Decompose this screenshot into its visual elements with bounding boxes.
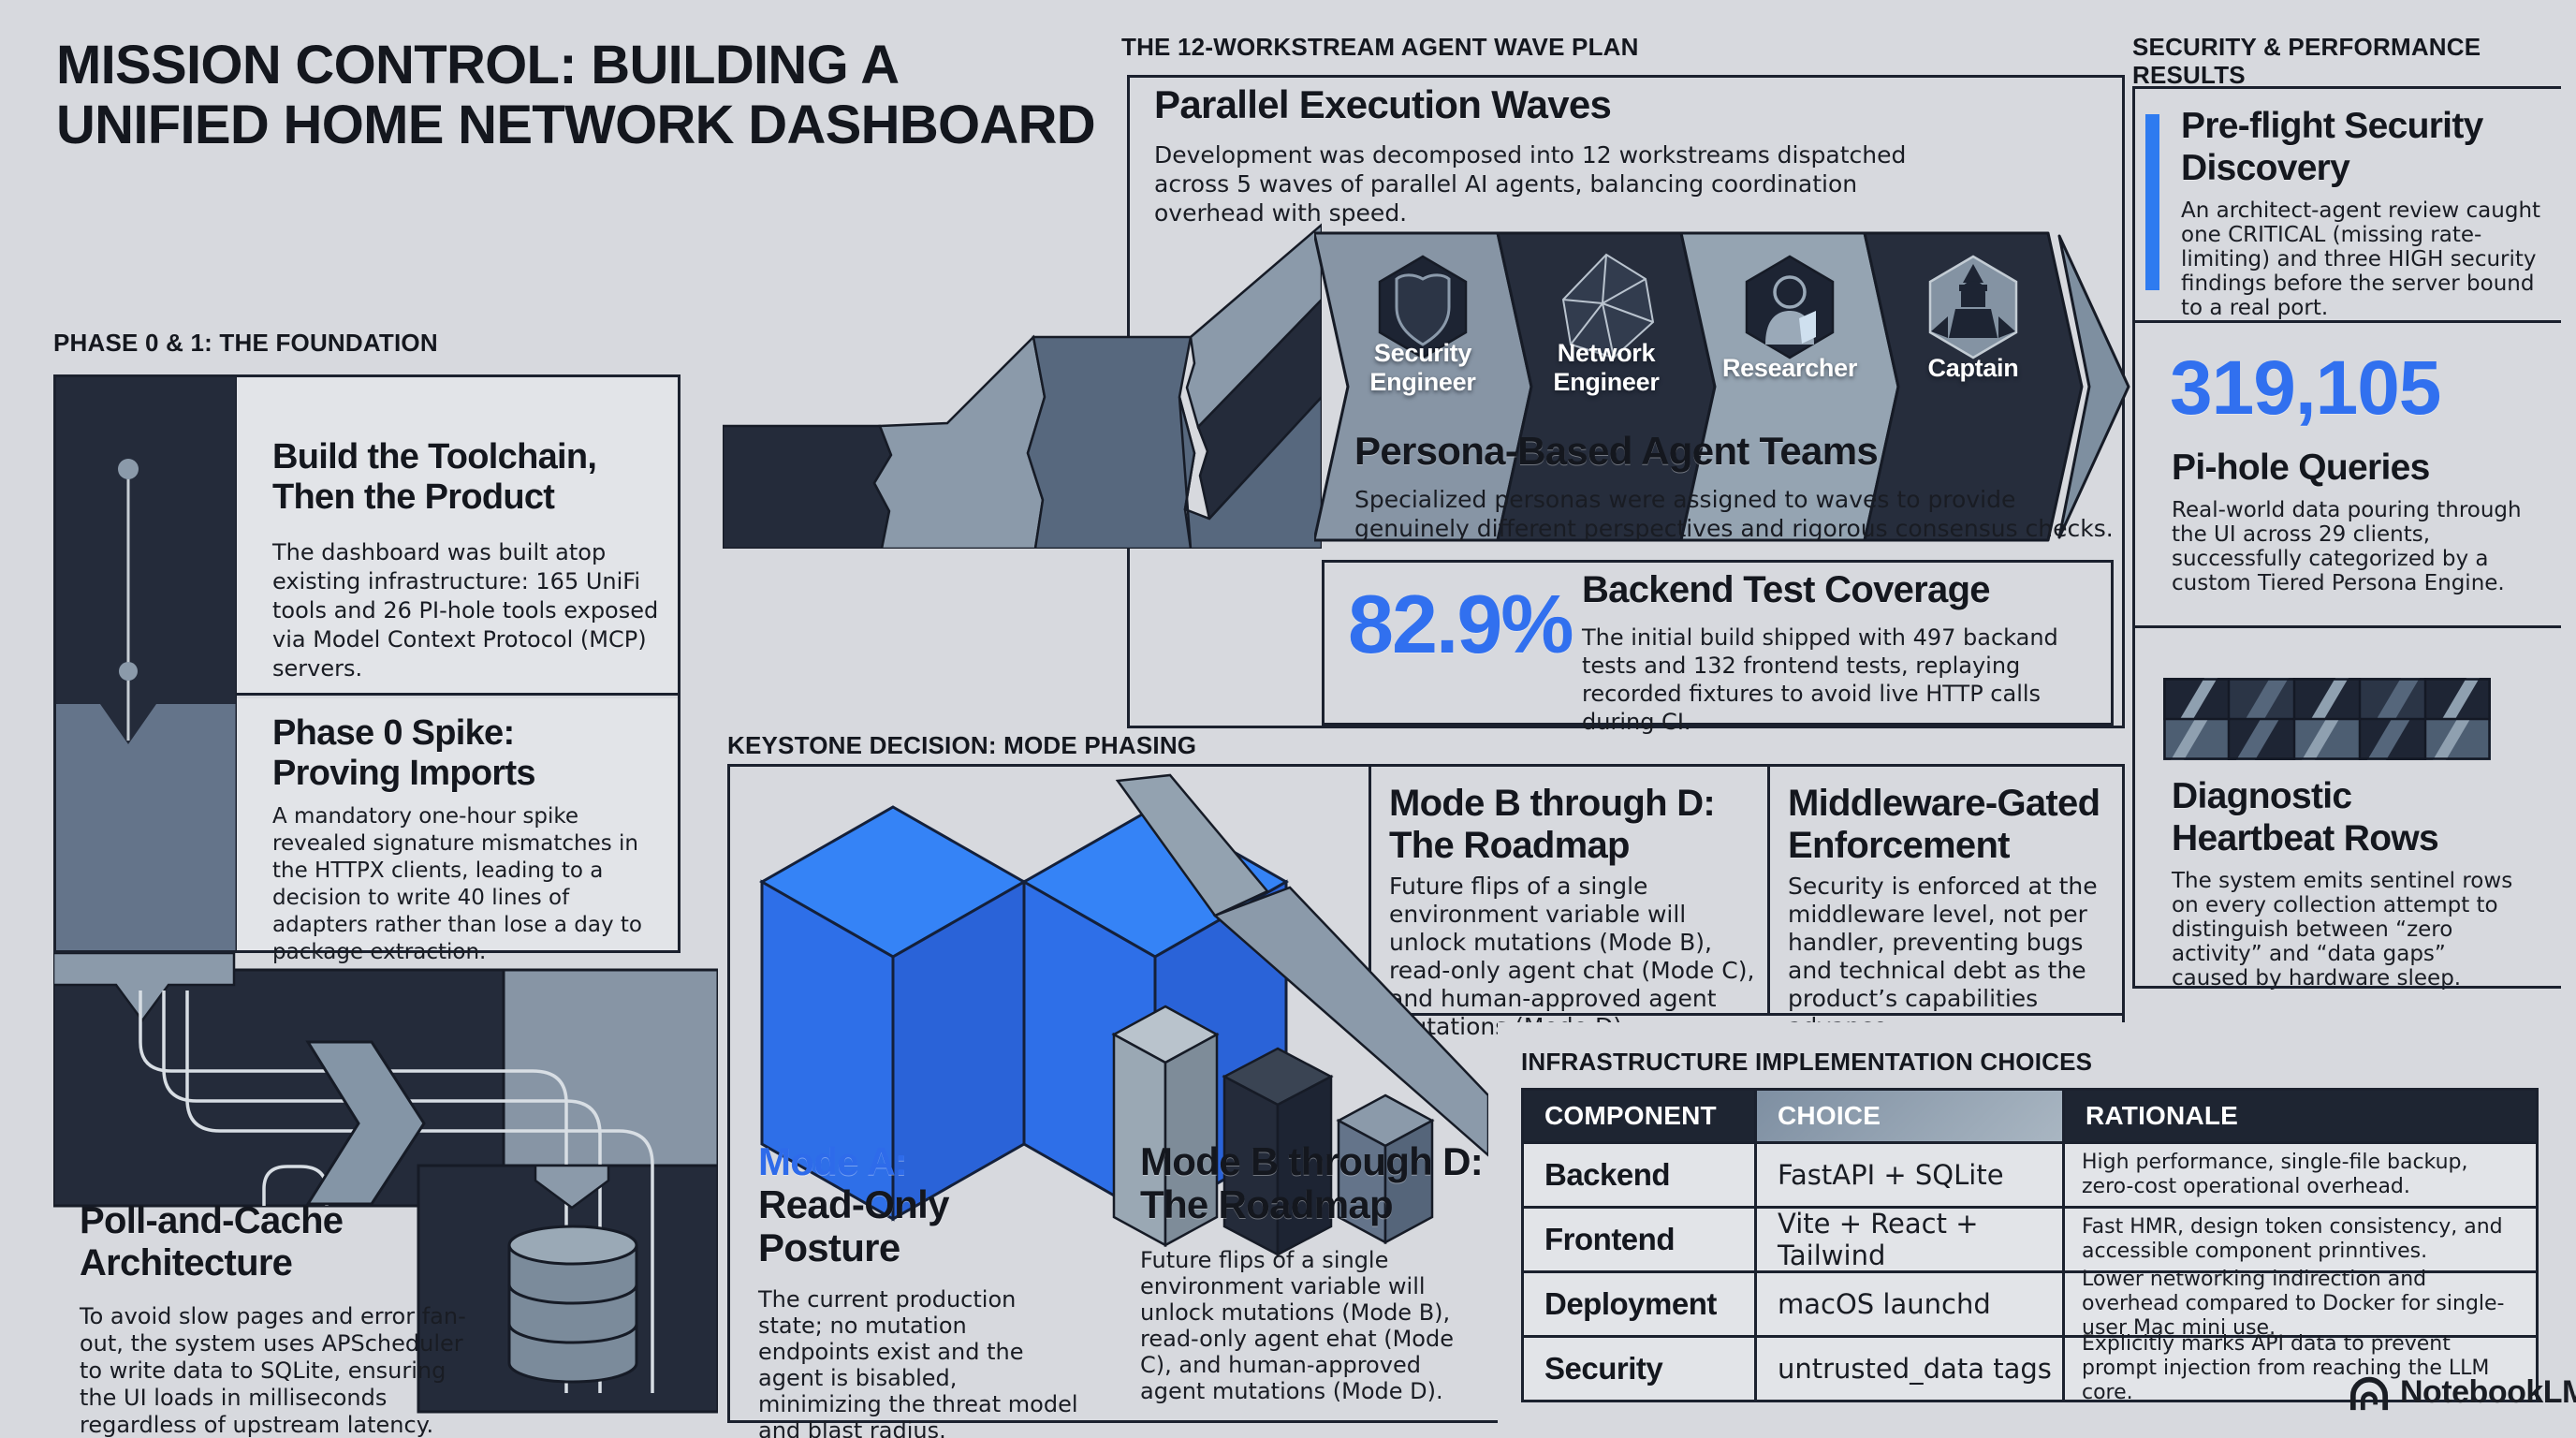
- shield-icon: [1378, 255, 1468, 360]
- col-header-rationale: RATIONALE: [2065, 1091, 2536, 1141]
- persona-arrow-art: [1314, 231, 2130, 542]
- table-cell-choice: Vite + React + Tailwind: [1757, 1208, 2062, 1271]
- table-cell-component: Backend: [1524, 1144, 1754, 1206]
- persona-label-network-engineer: Network Engineer: [1553, 339, 1660, 396]
- captain-chess-piece-icon: [1928, 255, 2018, 360]
- phase-timeline-art: [56, 377, 237, 950]
- infra-section-label: INFRASTRUCTURE IMPLEMENTATION CHOICES: [1521, 1048, 2093, 1076]
- gray-box-icon: [1111, 1005, 1220, 1248]
- mode-a-body: The current production state; no mutatio…: [758, 1286, 1078, 1438]
- toolchain-card-title: Build the Toolchain, Then the Product: [272, 437, 597, 517]
- coverage-card: [1322, 560, 2114, 726]
- col-header-component: COMPONENT: [1524, 1091, 1754, 1141]
- phase0-spike-body: A mandatory one-hour spike revealed sign…: [272, 804, 642, 964]
- ribbon: [1115, 773, 1270, 917]
- persona-teams-title: Persona-Based Agent Teams: [1354, 429, 1879, 473]
- coverage-body: The initial build shipped with 497 backa…: [1582, 624, 2058, 735]
- divider: [2132, 625, 2561, 628]
- table-cell-choice: untrusted_data tags: [1757, 1338, 2062, 1400]
- mode-a-block: Mode A: Read-Only Posture The current pr…: [758, 1140, 1084, 1438]
- phase0-spike-title: Phase 0 Spike: Proving Imports: [272, 713, 536, 793]
- heartbeat-body: The system emits sentinel rows on every …: [2172, 869, 2513, 990]
- down-arrow-icon: [534, 1164, 610, 1210]
- database-icon: [507, 1225, 638, 1384]
- table-cell-component: Security: [1524, 1338, 1754, 1400]
- divider: [2132, 986, 2561, 989]
- poll-cache-body: To avoid slow pages and error fan-out, t…: [80, 1303, 466, 1438]
- flow-arrow-icon: [305, 1040, 426, 1206]
- mode-a-accent-title: Mode A:: [758, 1139, 908, 1183]
- divider: [1767, 764, 1770, 1013]
- preflight-body: An architect-agent review caught one CRI…: [2181, 198, 2541, 320]
- queries-body: Real-world data pouring through the UI a…: [2172, 498, 2522, 595]
- heartbeat-pattern-art: [2163, 678, 2491, 760]
- timeline-node-icon: [119, 662, 138, 681]
- small-cube-icon: [1336, 1093, 1435, 1245]
- infra-table: COMPONENT CHOICE RATIONALE Backend FastA…: [1521, 1088, 2539, 1404]
- results-section-label: SECURITY & PERFORMANCE RESULTS: [2132, 33, 2481, 89]
- page-title-line1: MISSION CONTROL: BUILDING A: [56, 35, 900, 95]
- page-title-line2: UNIFIED HOME NETWORK DASHBOARD: [56, 95, 1096, 155]
- toolchain-card: Build the Toolchain, Then the Product Th…: [237, 377, 678, 696]
- middleware-body: Security is enforced at the middleware l…: [1788, 873, 2098, 1040]
- mode-cubes-art: [758, 773, 1488, 1257]
- roadmap-top-body: Future flips of a single environment var…: [1389, 873, 1755, 1040]
- notebooklm-icon: [2349, 1376, 2389, 1411]
- roadmap-bottom-body: Future flips of a single environment var…: [1140, 1247, 1454, 1404]
- table-cell-component: Deployment: [1524, 1273, 1754, 1335]
- poll-cache-flow-art: [53, 953, 718, 1414]
- notch-block: [53, 953, 236, 1023]
- divider: [2132, 86, 2135, 989]
- parallel-waves-body: Development was decomposed into 12 works…: [1154, 141, 1907, 227]
- middleware-title: Middleware-Gated Enforcement: [1788, 783, 2100, 866]
- persona-teams-body: Specialized personas were assigned to wa…: [1354, 486, 2114, 542]
- foundation-box: Build the Toolchain, Then the Product Th…: [53, 374, 681, 964]
- coverage-stat: 82.9%: [1348, 578, 1574, 670]
- arrow-tip-icon: [2057, 234, 2130, 539]
- col-header-choice: CHOICE: [1757, 1091, 2062, 1141]
- parallel-waves-title: Parallel Execution Waves: [1154, 82, 1612, 126]
- queries-title: Pi-hole Queries: [2172, 448, 2430, 488]
- brand-name: NotebookLM: [2400, 1373, 2576, 1410]
- queries-stat: 319,105: [2170, 345, 2441, 431]
- network-polyhedron-icon: [1561, 253, 1655, 360]
- persona-label-security-engineer: Security Engineer: [1369, 339, 1476, 396]
- phase0-spike-card: Phase 0 Spike: Proving Imports A mandato…: [237, 698, 678, 964]
- timeline-node-icon: [118, 459, 139, 479]
- roadmap-top-title: Mode B through D: The Roadmap: [1389, 783, 1716, 866]
- table-cell-component: Frontend: [1524, 1209, 1754, 1270]
- roadmap-bottom-block: Mode B through D: The Roadmap Future fli…: [1140, 1139, 1484, 1405]
- heartbeat-title: Diagnostic Heartbeat Rows: [2172, 776, 2439, 858]
- divider: [1368, 764, 1371, 1013]
- wave-plan-section-label: THE 12-WORKSTREAM AGENT WAVE PLAN: [1121, 33, 1639, 61]
- coverage-title: Backend Test Coverage: [1582, 569, 1991, 610]
- divider: [2132, 86, 2561, 89]
- page-title: MISSION CONTROL: BUILDING A UNIFIED HOME…: [56, 35, 1096, 155]
- foundation-section-label: PHASE 0 & 1: THE FOUNDATION: [53, 329, 438, 357]
- persona-arrow: Security Engineer Network Engineer Resea…: [1314, 230, 2138, 543]
- accent-bar: [2145, 114, 2159, 290]
- toolchain-card-body: The dashboard was built atop existing in…: [272, 539, 659, 682]
- persona-label-captain: Captain: [1927, 354, 2019, 382]
- poll-cache-title: Poll-and-Cache Architecture: [80, 1200, 344, 1284]
- preflight-title: Pre-flight Security Discovery: [2181, 106, 2483, 188]
- researcher-person-icon: [1745, 255, 1835, 360]
- persona-label-researcher: Researcher: [1721, 354, 1858, 382]
- brand-footer: NotebookLM: [2348, 1372, 2576, 1412]
- ribbon: [1212, 886, 1488, 1157]
- keystone-section-label: KEYSTONE DECISION: MODE PHASING: [727, 731, 1197, 759]
- wave-abstract-art: [723, 223, 1322, 549]
- divider: [1368, 1013, 2125, 1016]
- table-cell-choice: FastAPI + SQLite: [1757, 1144, 2062, 1206]
- table-cell-rationale: Explicitly marks API data to prevent pro…: [2065, 1332, 2536, 1404]
- dark-cube-icon: [1222, 1047, 1334, 1257]
- divider: [2132, 320, 2561, 323]
- table-cell-rationale: Lower networking indirection and overhea…: [2065, 1268, 2536, 1340]
- table-cell-rationale: High performance, single-file backup, ze…: [2065, 1144, 2536, 1206]
- table-cell-choice: macOS launchd: [1757, 1273, 2062, 1335]
- table-cell-rationale: Fast HMR, design token consistency, and …: [2065, 1209, 2536, 1270]
